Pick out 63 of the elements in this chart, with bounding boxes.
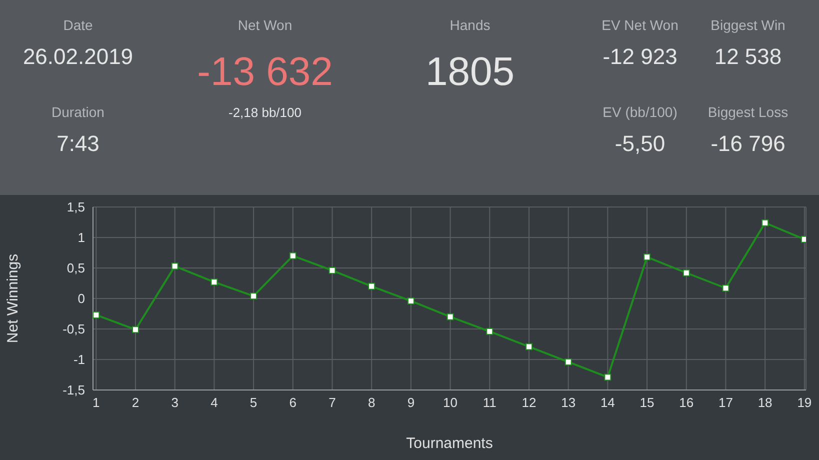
x-tick-label: 18 [758,395,772,410]
x-tick-label: 17 [718,395,733,410]
x-tick-label: 5 [250,395,258,410]
text: Hands [448,16,492,34]
x-tick-label: 16 [679,395,694,410]
x-tick-label: 6 [289,395,297,410]
point [604,374,612,381]
point [644,254,651,261]
point [682,269,690,276]
x-tick-label: 3 [171,395,178,410]
x-tick-label: 13 [561,395,576,410]
x-tick-label: 10 [443,395,458,410]
y-axis-title: Net Winnings [4,254,22,344]
point [250,292,258,300]
point [368,282,376,290]
y-tick-label: 0,5 [66,260,85,276]
x-tick-label: 12 [522,395,536,410]
text: EV (bb/100) [602,104,678,120]
point [446,313,454,320]
x-tick-label: 1 [92,395,100,410]
y-tick-label: -1,5 [62,382,85,398]
text: 12 538 [714,44,782,69]
x-tick-label: 4 [210,395,218,410]
y-tick-label: 1,5 [66,200,85,215]
text: -2,18 bb/100 [227,105,302,121]
x-tick-label: 8 [368,395,376,410]
x-tick-label: 14 [600,395,615,410]
y-tick-label: 0 [78,291,85,306]
point [407,297,414,304]
y-tick-label: -1 [73,352,85,368]
x-tick-label: 11 [482,395,496,410]
text: 26.02.2019 [22,44,134,70]
text: 7:43 [56,130,100,158]
point [525,343,532,350]
text: Net Won [236,16,294,34]
x-tick-label: 2 [132,395,140,410]
text: Date [62,16,94,34]
point [289,252,296,260]
text: Duration [50,104,106,120]
text: -16 796 [710,130,786,156]
text: 1805 [424,49,516,96]
point [171,262,178,270]
text: Biggest Win [710,16,786,33]
point [328,266,336,274]
y-tick-label: 1 [78,230,85,246]
point [486,328,494,335]
text: -13 632 [196,49,334,96]
text: Biggest Loss [708,104,788,120]
point [93,311,100,318]
text: EV Net Won [602,16,678,33]
text: -5,50 [614,130,666,156]
x-tick-label: 19 [797,395,812,410]
point [132,326,139,334]
point [722,284,730,292]
text: -12 923 [602,44,678,69]
x-tick-label: 15 [640,395,654,410]
point [762,219,769,226]
x-tick-label: 9 [407,395,415,410]
point [564,358,572,366]
x-axis-title: Tournaments [406,435,493,452]
point [210,278,218,286]
y-tick-label: -0,5 [62,322,85,337]
x-tick-label: 7 [328,395,336,410]
